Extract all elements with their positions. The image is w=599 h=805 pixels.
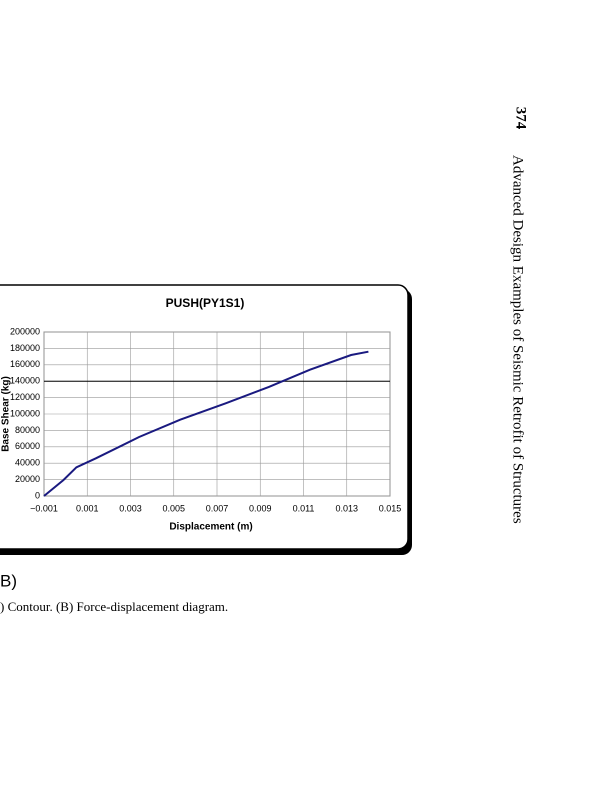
y-tick-label: 40000 — [15, 458, 40, 468]
y-tick-label: 100000 — [10, 408, 40, 418]
panel-label: B) — [0, 571, 17, 590]
y-tick-label: 20000 — [15, 474, 40, 484]
x-tick-label: 0.005 — [162, 503, 185, 513]
y-tick-label: 180000 — [10, 343, 40, 353]
caption: ) Contour. (B) Force-displacement diagra… — [0, 599, 228, 614]
y-tick-label: 140000 — [10, 376, 40, 386]
running-title: Advanced Design Examples of Seismic Retr… — [510, 155, 526, 524]
x-tick-label: 0.015 — [379, 503, 402, 513]
x-tick-label: 0.001 — [76, 503, 99, 513]
y-tick-label: 120000 — [10, 392, 40, 402]
y-tick-label: 80000 — [15, 425, 40, 435]
x-tick-label: 0.011 — [293, 503, 315, 513]
x-tick-label: 0.007 — [206, 503, 229, 513]
data-line — [43, 350, 369, 497]
chart-title: PUSH(PY1S1) — [166, 296, 245, 310]
page-number: 374 — [513, 107, 529, 130]
x-tick-label: 0.003 — [119, 503, 142, 513]
x-tick-label: 0.013 — [335, 503, 358, 513]
y-tick-label: 0 — [35, 490, 40, 500]
y-tick-label: 160000 — [10, 359, 40, 369]
x-tick-label: 0.009 — [249, 503, 272, 513]
y-tick-label: 200000 — [10, 326, 40, 336]
y-axis-label: Base Shear (kg) — [1, 376, 12, 452]
x-tick-label: −0.001 — [30, 503, 58, 513]
x-axis-label: Displacement (m) — [169, 522, 252, 533]
y-tick-label: 60000 — [15, 441, 40, 451]
